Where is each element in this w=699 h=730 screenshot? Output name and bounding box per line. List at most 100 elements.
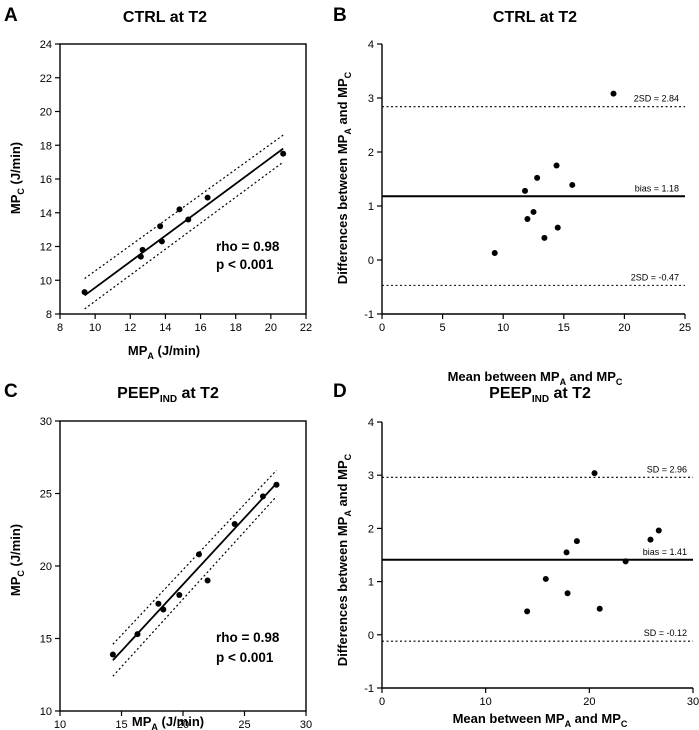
panel-d-data-point xyxy=(542,575,549,582)
panel-a-data-point xyxy=(139,246,146,253)
panel-b-data-point xyxy=(541,234,548,241)
panel-a-xtick-label: 18 xyxy=(230,322,242,334)
panel-b-xtick-label: 20 xyxy=(618,322,630,334)
panel-d-upper-loa-label: SD = 2.96 xyxy=(647,464,687,474)
panel-c-data-point xyxy=(259,493,266,500)
panel-d-data-point xyxy=(655,527,662,534)
panel-a-xtick-label: 16 xyxy=(194,322,206,334)
panel-b-xtick-label: 0 xyxy=(379,322,385,334)
panel-a-xtick-label: 20 xyxy=(265,322,277,334)
panel-a-pvalue: p < 0.001 xyxy=(216,257,274,272)
panel-d-data-point xyxy=(622,558,629,565)
panel-b-ytick-label: 3 xyxy=(368,93,374,105)
panel-c-ytick-label: 20 xyxy=(40,561,52,573)
panel-c-data-point xyxy=(160,606,167,613)
panel-c-data-point xyxy=(155,600,162,607)
panel-c-data-point xyxy=(204,577,211,584)
panel-a-data-point xyxy=(158,238,165,245)
panel-c-ylabel: MPC (J/min) xyxy=(8,524,26,596)
panel-d: D PEEPIND at T2 Mean between MPA and MPC… xyxy=(333,381,699,729)
panel-d-data-point xyxy=(647,536,654,543)
panel-a-xtick-label: 14 xyxy=(159,322,171,334)
panel-b-xtick-label: 5 xyxy=(440,322,446,334)
panel-c-xtick-label: 10 xyxy=(54,719,66,730)
panel-c-ytick-label: 25 xyxy=(40,489,52,501)
panel-a-data-point xyxy=(81,289,88,296)
panel-b-ytick-label: 1 xyxy=(368,201,374,213)
panel-d-bias-label: bias = 1.41 xyxy=(643,547,687,557)
panel-c-xtick-label: 20 xyxy=(177,719,189,730)
panel-a-frame xyxy=(59,43,307,315)
panel-c-regression-line xyxy=(112,482,278,661)
panel-a-data-point xyxy=(176,206,183,213)
panel-d-data-point xyxy=(524,608,531,615)
panel-d-ytick-label: 1 xyxy=(368,577,374,589)
panel-b-data-point xyxy=(524,215,531,222)
panel-a-xtick-label: 8 xyxy=(57,322,63,334)
panel-d-title: PEEPIND at T2 xyxy=(489,385,591,405)
panel-letter-a: A xyxy=(4,5,18,26)
panel-d-ytick-label: 4 xyxy=(368,417,374,429)
panel-c-xlabel: MPA (J/min) xyxy=(132,714,204,730)
panel-b-ytick-label: -1 xyxy=(364,309,374,321)
panel-a-ytick-label: 10 xyxy=(40,275,52,287)
panel-d-xtick-label: 0 xyxy=(379,696,385,708)
panel-a-xtick-label: 12 xyxy=(124,322,136,334)
panel-a-ytick-label: 16 xyxy=(40,174,52,186)
panel-c-frame xyxy=(59,420,307,712)
panel-d-data-point xyxy=(573,538,580,545)
panel-c-data-point xyxy=(195,551,202,558)
panel-a-data-point xyxy=(137,253,144,260)
panel-c-data-point xyxy=(134,631,141,638)
panel-d-xtick-label: 30 xyxy=(687,696,699,708)
panel-b-data-point xyxy=(610,90,617,97)
panel-b-data-point xyxy=(553,162,560,169)
panel-d-ytick-label: 2 xyxy=(368,523,374,535)
panel-a-ci-lower-line xyxy=(84,161,284,310)
panel-d-xtick-label: 20 xyxy=(583,696,595,708)
panel-a-xlabel: MPA (J/min) xyxy=(128,343,200,361)
panel-b-ylabel: Differences between MPA and MPC xyxy=(335,71,353,284)
panel-b-ytick-label: 2 xyxy=(368,147,374,159)
panel-a-xtick-label: 22 xyxy=(300,322,312,334)
panel-c-data-point xyxy=(273,481,280,488)
panel-d-data-point xyxy=(564,590,571,597)
panel-c-data-point xyxy=(109,651,116,658)
panel-a-rho: rho = 0.98 xyxy=(216,239,280,254)
panel-a-ytick-label: 24 xyxy=(40,39,52,51)
panel-b-lower-loa-label: 2SD = -0.47 xyxy=(631,272,679,282)
panel-a-ytick-label: 8 xyxy=(46,309,52,321)
panel-d-ylabel: Differences between MPA and MPC xyxy=(335,453,353,666)
panel-a-data-point xyxy=(157,223,164,230)
panel-d-lower-loa-label: SD = -0.12 xyxy=(644,628,687,638)
panel-b-upper-loa-label: 2SD = 2.84 xyxy=(634,94,679,104)
panel-d-ytick-label: 0 xyxy=(368,630,374,642)
panel-b-xtick-label: 15 xyxy=(558,322,570,334)
panel-d-ytick-label: 3 xyxy=(368,470,374,482)
panel-c-ci-lower-line xyxy=(112,495,277,677)
panel-a-ytick-label: 14 xyxy=(40,208,52,220)
panel-b-ytick-label: 4 xyxy=(368,39,374,51)
panel-a-data-point xyxy=(280,150,287,157)
panel-c-ci-upper-line xyxy=(112,469,277,645)
panel-a-ytick-label: 12 xyxy=(40,242,52,254)
panel-c-data-point xyxy=(176,592,183,598)
panel-d-ytick-label: -1 xyxy=(364,683,374,695)
panel-b-ytick-label: 0 xyxy=(368,255,374,267)
panel-c-ytick-label: 30 xyxy=(40,416,52,428)
panel-d-data-point xyxy=(563,549,570,556)
panel-d-data-point xyxy=(591,470,598,477)
panel-a-ytick-label: 22 xyxy=(40,73,52,85)
panel-b-bias-label: bias = 1.18 xyxy=(635,183,679,193)
panel-a-regression-line xyxy=(84,147,284,297)
panel-c-xtick-label: 25 xyxy=(238,719,250,730)
panel-c-title: PEEPIND at T2 xyxy=(117,385,219,405)
panel-d-xlabel: Mean between MPA and MPC xyxy=(453,711,628,729)
panel-a-title: CTRL at T2 xyxy=(123,9,207,26)
panel-b-xtick-label: 10 xyxy=(497,322,509,334)
panel-c-pvalue: p < 0.001 xyxy=(216,650,274,665)
panel-c-data-point xyxy=(231,520,238,527)
panel-a-data-point xyxy=(204,194,211,201)
